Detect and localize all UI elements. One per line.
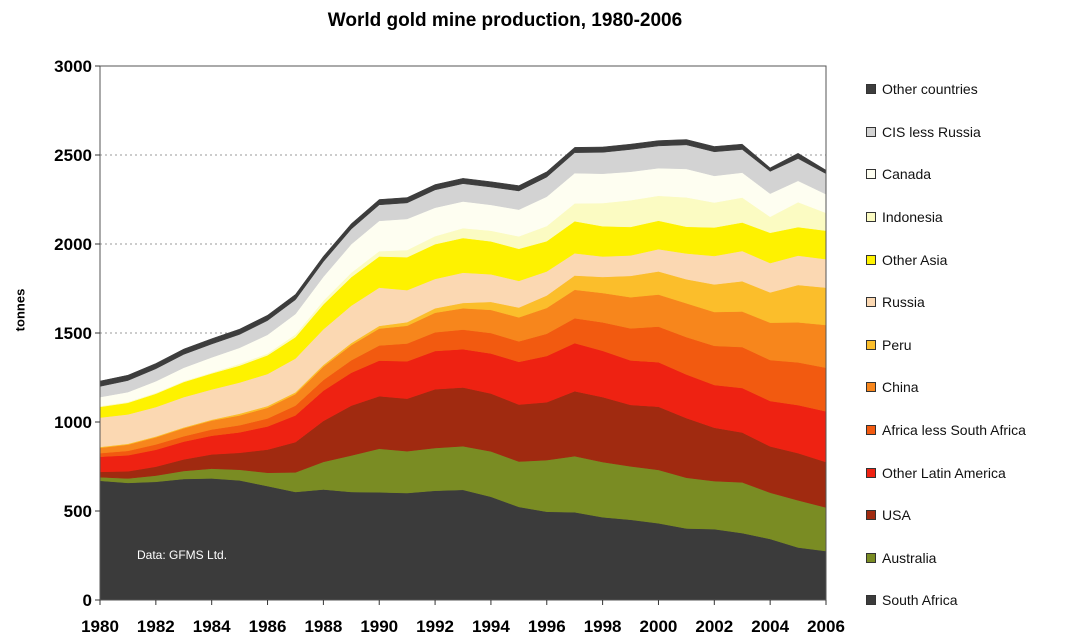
legend-item-china: China: [866, 366, 1081, 409]
chart-legend: Other countries CIS less Russia Canada Indo…: [866, 68, 1081, 622]
x-tick-label: 1984: [193, 617, 231, 636]
legend-label: USA: [882, 507, 911, 524]
legend-label: Other countries: [882, 81, 978, 98]
legend-item-south-africa: South Africa: [866, 579, 1081, 622]
legend-label: Other Asia: [882, 251, 948, 268]
legend-swatch: [866, 297, 876, 308]
legend-item-cis-less-russia: CIS less Russia: [866, 111, 1081, 154]
legend-item-canada: Canada: [866, 153, 1081, 196]
legend-item-australia: Australia: [866, 537, 1081, 580]
chart-title: World gold mine production, 1980-2006: [327, 10, 683, 31]
data-source-note: Data: GFMS Ltd.: [137, 548, 228, 562]
y-tick-label: 1500: [54, 324, 92, 343]
legend-label: Peru: [882, 336, 912, 353]
legend-label: Indonesia: [882, 209, 943, 226]
x-tick-label: 1994: [472, 617, 510, 636]
x-tick-label: 2000: [640, 617, 678, 636]
y-tick-label: 1000: [54, 413, 92, 432]
x-tick-label: 1988: [304, 617, 342, 636]
legend-label: CIS less Russia: [882, 123, 981, 140]
legend-label: South Africa: [882, 592, 958, 609]
legend-label: China: [882, 379, 919, 396]
y-axis-label: tonnes: [12, 288, 28, 332]
legend-swatch: [866, 212, 876, 223]
x-tick-label: 1990: [360, 617, 398, 636]
x-tick-label: 1996: [528, 617, 566, 636]
legend-item-indonesia: Indonesia: [866, 196, 1081, 239]
y-tick-label: 2500: [54, 146, 92, 165]
legend-item-africa-less-south-africa: Africa less South Africa: [866, 409, 1081, 452]
y-tick-label: 3000: [54, 57, 92, 76]
legend-swatch: [866, 382, 876, 393]
legend-swatch: [866, 595, 876, 606]
x-tick-label: 1982: [137, 617, 175, 636]
legend-label: Africa less South Africa: [882, 422, 1026, 439]
x-tick-label: 1998: [584, 617, 622, 636]
legend-label: Russia: [882, 294, 925, 311]
x-tick-label: 1992: [416, 617, 454, 636]
legend-swatch: [866, 552, 876, 563]
legend-swatch: [866, 84, 876, 95]
y-tick-label: 0: [83, 591, 92, 610]
x-tick-label: 1980: [81, 617, 119, 636]
x-tick-label: 1986: [249, 617, 287, 636]
y-tick-label: 500: [64, 502, 92, 521]
legend-swatch: [866, 126, 876, 137]
legend-item-peru: Peru: [866, 324, 1081, 367]
legend-item-usa: USA: [866, 494, 1081, 537]
x-tick-label: 2006: [807, 617, 845, 636]
legend-item-other-latin-america: Other Latin America: [866, 451, 1081, 494]
legend-swatch: [866, 425, 876, 436]
legend-item-russia: Russia: [866, 281, 1081, 324]
legend-swatch: [866, 339, 876, 350]
x-tick-label: 2004: [751, 617, 789, 636]
x-tick-label: 2002: [695, 617, 733, 636]
legend-swatch: [866, 169, 876, 180]
legend-label: Canada: [882, 166, 932, 183]
legend-swatch: [866, 510, 876, 521]
legend-item-other-asia: Other Asia: [866, 238, 1081, 281]
legend-swatch: [866, 467, 876, 478]
legend-swatch: [866, 254, 876, 265]
legend-item-other-countries: Other countries: [866, 68, 1081, 111]
legend-label: Other Latin America: [882, 464, 1006, 481]
y-tick-label: 2000: [54, 235, 92, 254]
legend-label: Australia: [882, 549, 937, 566]
